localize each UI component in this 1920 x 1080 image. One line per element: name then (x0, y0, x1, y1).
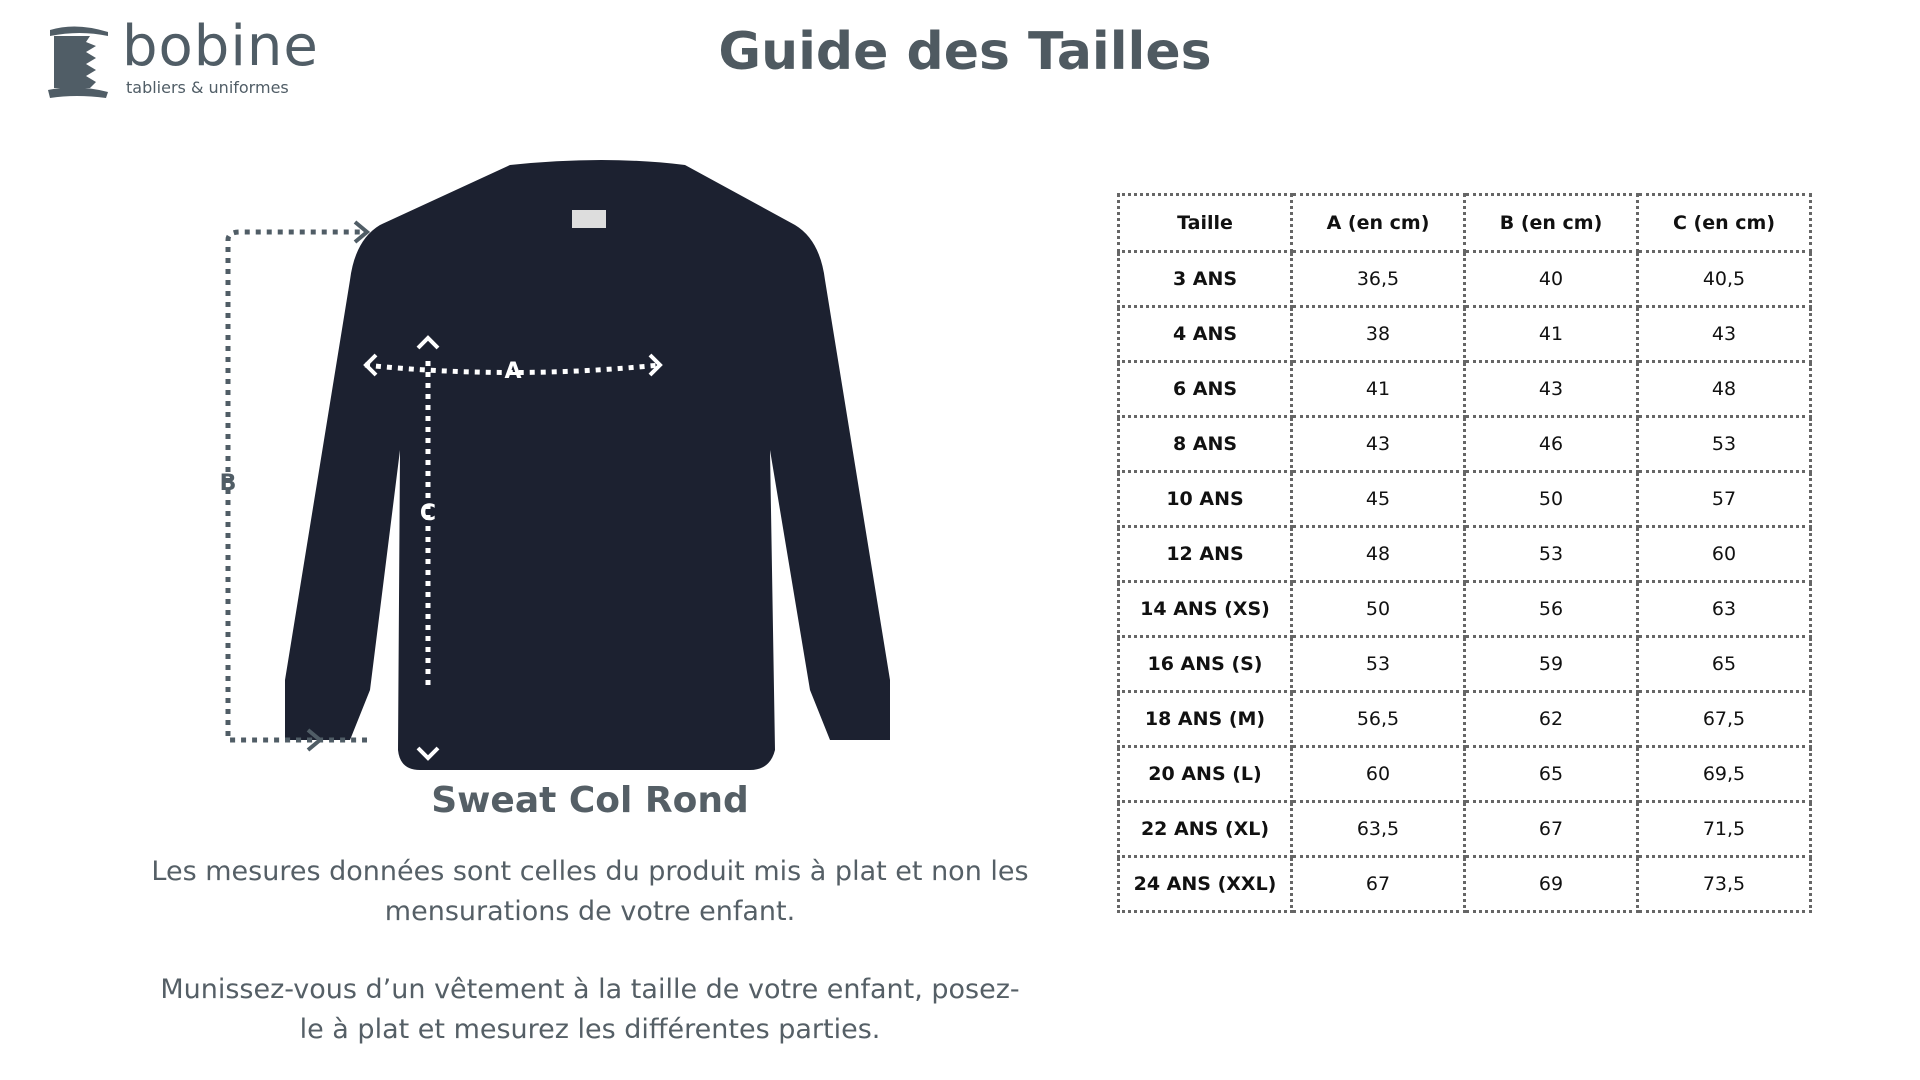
column-header: B (en cm) (1463, 193, 1639, 253)
measure-cell: 46 (1463, 415, 1639, 473)
measure-cell: 43 (1290, 415, 1466, 473)
measure-cell: 48 (1290, 525, 1466, 583)
measure-cell: 53 (1463, 525, 1639, 583)
table-row: 24 ANS (XXL) 67 69 73,5 (1117, 855, 1812, 913)
size-cell: 22 ANS (XL) (1117, 800, 1293, 858)
measure-cell: 60 (1290, 745, 1466, 803)
size-cell: 4 ANS (1117, 305, 1293, 363)
table-row: 8 ANS 43 46 53 (1117, 415, 1812, 473)
brand-logo: bobine tabliers & uniformes (46, 14, 318, 102)
measure-cell: 36,5 (1290, 250, 1466, 308)
size-cell: 3 ANS (1117, 250, 1293, 308)
measure-cell: 41 (1463, 305, 1639, 363)
measure-cell: 43 (1463, 360, 1639, 418)
measure-cell: 53 (1636, 415, 1812, 473)
measure-label-a: A (504, 359, 521, 384)
measure-cell: 53 (1290, 635, 1466, 693)
measure-cell: 56,5 (1290, 690, 1466, 748)
size-cell: 24 ANS (XXL) (1117, 855, 1293, 913)
measure-cell: 69,5 (1636, 745, 1812, 803)
measure-cell: 65 (1463, 745, 1639, 803)
sweater-diagram: A B C (220, 160, 890, 770)
size-cell: 8 ANS (1117, 415, 1293, 473)
table-row: 4 ANS 38 41 43 (1117, 305, 1812, 363)
size-cell: 20 ANS (L) (1117, 745, 1293, 803)
column-header: C (en cm) (1636, 193, 1812, 253)
size-cell: 18 ANS (M) (1117, 690, 1293, 748)
sweater-shape (285, 160, 890, 770)
measure-label-c: C (420, 501, 436, 526)
column-header: A (en cm) (1290, 193, 1466, 253)
measure-cell: 43 (1636, 305, 1812, 363)
table-row: 6 ANS 41 43 48 (1117, 360, 1812, 418)
measure-cell: 41 (1290, 360, 1466, 418)
measure-cell: 62 (1463, 690, 1639, 748)
measure-cell: 60 (1636, 525, 1812, 583)
size-cell: 16 ANS (S) (1117, 635, 1293, 693)
measure-cell: 40,5 (1636, 250, 1812, 308)
page-title: Guide des Tailles (718, 22, 1212, 82)
note-flat-measure: Les mesures données sont celles du produ… (151, 856, 1029, 927)
measure-cell: 67 (1463, 800, 1639, 858)
measure-cell: 50 (1463, 470, 1639, 528)
size-cell: 12 ANS (1117, 525, 1293, 583)
table-row: 10 ANS 45 50 57 (1117, 470, 1812, 528)
size-cell: 14 ANS (XS) (1117, 580, 1293, 638)
measure-cell: 50 (1290, 580, 1466, 638)
measure-cell: 67 (1290, 855, 1466, 913)
measure-cell: 63,5 (1290, 800, 1466, 858)
column-header: Taille (1117, 193, 1293, 253)
table-row: 3 ANS 36,5 40 40,5 (1117, 250, 1812, 308)
measure-cell: 59 (1463, 635, 1639, 693)
measure-cell: 56 (1463, 580, 1639, 638)
measure-cell: 65 (1636, 635, 1812, 693)
size-table: Taille A (en cm) B (en cm) C (en cm) 3 ANS 3… (1117, 193, 1812, 913)
table-row: 14 ANS (XS) 50 56 63 (1117, 580, 1812, 638)
measure-cell: 67,5 (1636, 690, 1812, 748)
measure-cell: 63 (1636, 580, 1812, 638)
measure-cell: 38 (1290, 305, 1466, 363)
brand-tagline: tabliers & uniformes (126, 78, 289, 97)
table-row: 16 ANS (S) 53 59 65 (1117, 635, 1812, 693)
spool-icon (48, 26, 108, 99)
measure-label-b: B (220, 471, 237, 496)
product-name: Sweat Col Rond (431, 780, 749, 821)
measure-cell: 57 (1636, 470, 1812, 528)
table-row: 22 ANS (XL) 63,5 67 71,5 (1117, 800, 1812, 858)
measure-cell: 40 (1463, 250, 1639, 308)
measure-cell: 73,5 (1636, 855, 1812, 913)
table-row: 12 ANS 48 53 60 (1117, 525, 1812, 583)
measure-cell: 48 (1636, 360, 1812, 418)
brand-name: bobine (122, 14, 319, 79)
measure-cell: 45 (1290, 470, 1466, 528)
measure-cell: 71,5 (1636, 800, 1812, 858)
measure-cell: 69 (1463, 855, 1639, 913)
label-tag (572, 210, 606, 228)
size-cell: 6 ANS (1117, 360, 1293, 418)
table-row: 20 ANS (L) 60 65 69,5 (1117, 745, 1812, 803)
note-how-to-measure: Munissez-vous d’un vêtement à la taille … (160, 974, 1020, 1045)
size-cell: 10 ANS (1117, 470, 1293, 528)
table-row: 18 ANS (M) 56,5 62 67,5 (1117, 690, 1812, 748)
